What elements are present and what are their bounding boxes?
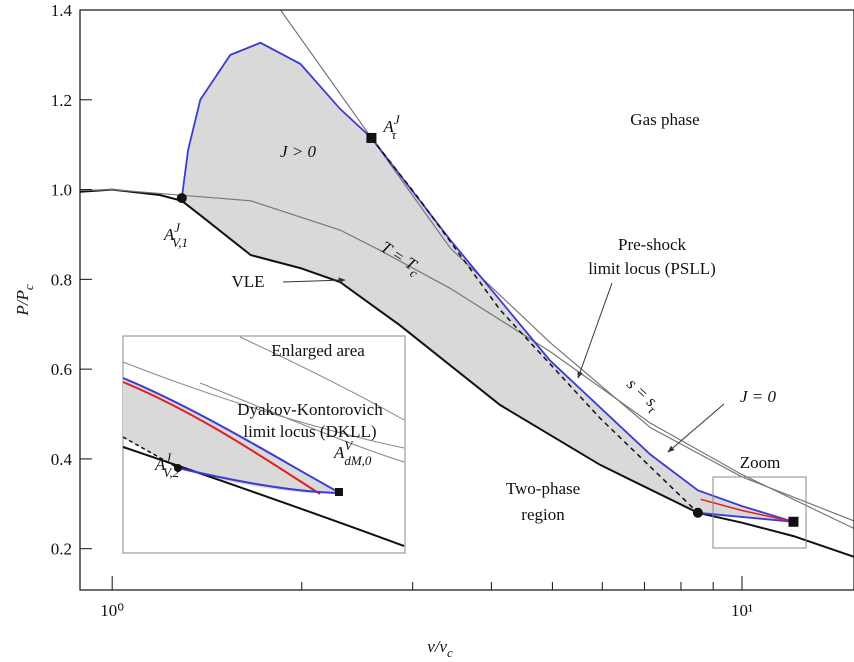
annotation: limit locus (PSLL): [588, 259, 716, 278]
annotation: Enlarged area: [271, 341, 365, 360]
annotation: Gas phase: [630, 110, 699, 129]
inset-point: [335, 488, 343, 496]
y-tick-label: 1.2: [51, 91, 72, 110]
y-tick-label: 1.4: [51, 1, 73, 20]
point-label-text: A: [163, 225, 175, 244]
annotation: region: [521, 505, 565, 524]
plot-frame: [79, 9, 854, 591]
x-axis-label-sub: c: [447, 645, 453, 660]
annotation-sub: V,2: [163, 465, 180, 480]
annotation: Pre-shock: [618, 235, 686, 254]
y-tick-label: 0.6: [51, 360, 72, 379]
curve: [180, 41, 794, 523]
y-tick-label: 0.4: [51, 450, 73, 469]
y-axis-label-sub: c: [21, 284, 36, 290]
annotation: Dyakov-Kontorovich: [237, 400, 383, 419]
annotation-sup: J: [165, 450, 172, 465]
curve: [700, 498, 794, 523]
inset-curve: [177, 467, 341, 494]
annotation: Two-phase: [506, 479, 580, 498]
annotation-sup: V: [344, 438, 354, 453]
point: [366, 132, 377, 143]
y-axis-label: P/Pc: [13, 284, 36, 317]
point: [176, 193, 187, 204]
arrow: [667, 403, 725, 453]
point-label: AJ V,1: [163, 220, 188, 250]
region: [181, 42, 794, 522]
annotation: Zoom: [740, 453, 781, 472]
annotation: AV dM,0: [333, 438, 372, 468]
annotation: limit locus (DKLL): [243, 422, 376, 441]
zoom-box: [712, 476, 807, 549]
point: [692, 507, 703, 518]
y-tick-label: 1.0: [51, 181, 72, 200]
annotation: J > 0: [280, 142, 317, 161]
inset-curve: [199, 382, 405, 463]
x-tick-label: 10⁰: [100, 601, 124, 620]
inset-curve: [239, 336, 405, 421]
annotation-text: J = 0: [740, 387, 777, 406]
annotation: VLE: [231, 272, 264, 291]
annotation: J = 0: [740, 387, 777, 406]
point-label-sub: V,1: [172, 235, 188, 250]
point-label-sub: τ: [392, 127, 398, 142]
annotation-text: A: [154, 455, 166, 474]
curve: [697, 511, 794, 523]
annotation: s = sτ: [621, 374, 666, 417]
annotation: AJ V,2: [154, 450, 180, 480]
annotation-text: A: [333, 443, 345, 462]
annotation-sub: dM,0: [344, 453, 372, 468]
inset: [122, 335, 406, 554]
x-tick-label: 10¹: [731, 601, 753, 620]
annotation-text: J > 0: [280, 142, 317, 161]
x-axis-label: v/vc: [427, 637, 453, 660]
x-axis-label-text: v/v: [427, 637, 447, 656]
point: [788, 516, 799, 527]
curve: [370, 137, 699, 514]
curve: [280, 10, 854, 522]
y-tick-label: 0.8: [51, 270, 72, 289]
inset-curve: [122, 361, 405, 449]
point-label: AJ τ: [382, 112, 400, 142]
point-label-sup: J: [174, 220, 181, 235]
arrow: [577, 282, 613, 379]
inset-curve: [122, 446, 405, 547]
inset-curve: [122, 436, 179, 469]
inset-point: [174, 464, 182, 472]
point-label-text: A: [382, 117, 394, 136]
point-label-sup: J: [394, 112, 401, 127]
y-tick-label: 0.2: [51, 540, 72, 559]
y-axis-label-text: P/P: [13, 290, 32, 317]
inset-curve: [122, 381, 321, 495]
inset-curve: [122, 377, 341, 494]
arrow: [282, 277, 346, 284]
